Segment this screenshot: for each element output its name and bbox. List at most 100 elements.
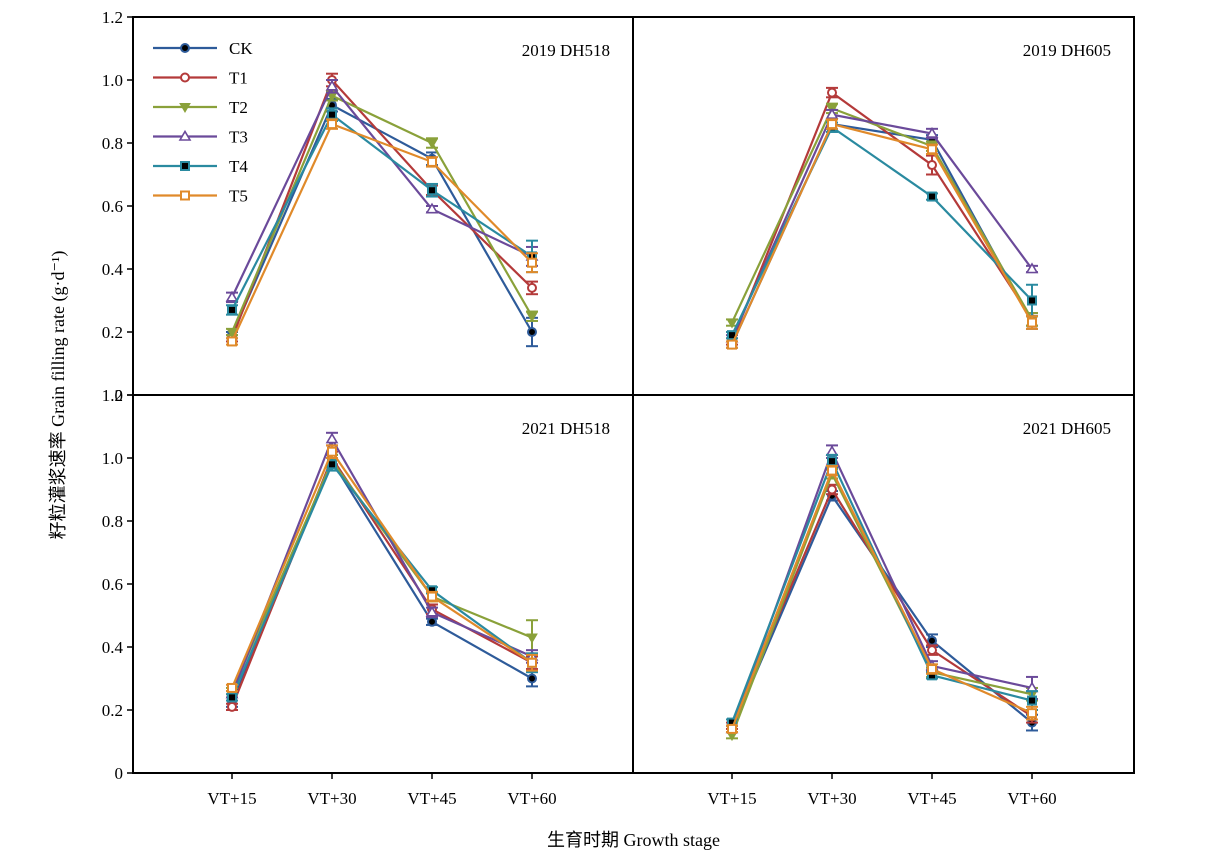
data-point-t3 bbox=[325, 432, 339, 444]
data-point-ck-core bbox=[930, 638, 934, 643]
y-tick-label: 0.2 bbox=[102, 323, 123, 342]
series-line-t1 bbox=[730, 90, 1033, 342]
data-point-t3 bbox=[925, 126, 939, 138]
y-tick-label: 0.4 bbox=[102, 260, 124, 279]
series-line-t2 bbox=[230, 458, 533, 692]
y-tick-label: 0.6 bbox=[102, 575, 123, 594]
legend-marker-t5 bbox=[180, 190, 190, 201]
data-point-t1 bbox=[927, 645, 937, 656]
y-tick-label: 0.6 bbox=[102, 197, 123, 216]
x-tick-label: VT+45 bbox=[407, 789, 456, 808]
data-point-t5 bbox=[527, 257, 537, 268]
series-line-t2 bbox=[730, 471, 1033, 736]
legend-marker-t4 bbox=[180, 161, 190, 171]
data-point-t4 bbox=[227, 692, 237, 703]
legend-marker-t3 bbox=[178, 129, 192, 141]
legend-marker-ck-core bbox=[183, 46, 187, 50]
series-line-t5 bbox=[231, 122, 533, 342]
data-point-t3 bbox=[225, 290, 239, 302]
data-point-t5 bbox=[527, 657, 537, 668]
data-point-t2 bbox=[426, 139, 438, 149]
legend-label-ck: CK bbox=[229, 39, 253, 58]
data-point-t5 bbox=[327, 446, 337, 457]
data-point-t4 bbox=[1027, 695, 1037, 706]
series-line-t5 bbox=[730, 122, 1033, 346]
data-point-t1 bbox=[827, 484, 837, 495]
y-axis-title: 籽粒灌浆速率 Grain filling rate (g·d⁻¹) bbox=[48, 251, 69, 540]
data-point-t5 bbox=[827, 465, 837, 476]
series-line-t3 bbox=[231, 84, 533, 298]
y-tick-label: 1.0 bbox=[102, 71, 123, 90]
data-point-t4 bbox=[427, 185, 437, 196]
data-point-t5 bbox=[227, 682, 237, 693]
y-tick-label: 0 bbox=[115, 764, 124, 783]
y-tick-label: 1.2 bbox=[102, 386, 123, 405]
series-line-t5 bbox=[230, 449, 533, 689]
legend-label-t2: T2 bbox=[229, 98, 248, 117]
legend-label-t5: T5 bbox=[229, 187, 248, 206]
series-line-t2 bbox=[731, 106, 1033, 324]
y-tick-label: 0.8 bbox=[102, 134, 123, 153]
data-point-t1 bbox=[527, 282, 537, 293]
data-point-t5 bbox=[727, 339, 737, 350]
data-point-t4 bbox=[227, 304, 237, 315]
data-point-t5 bbox=[1027, 708, 1037, 719]
data-point-t1 bbox=[227, 701, 237, 712]
data-point-t3 bbox=[825, 108, 839, 119]
legend-marker-t1 bbox=[180, 72, 190, 83]
data-point-t4 bbox=[1027, 295, 1037, 306]
data-point-t4 bbox=[827, 456, 837, 467]
panel-label: 2021 DH605 bbox=[1023, 419, 1111, 438]
series-line-t5 bbox=[730, 467, 1033, 730]
x-tick-label: VT+60 bbox=[507, 789, 556, 808]
series-line-t3 bbox=[230, 436, 533, 695]
series-line-t4 bbox=[231, 112, 533, 311]
legend-label-t3: T3 bbox=[229, 128, 248, 147]
data-point-t3 bbox=[1025, 262, 1039, 274]
panel-label: 2019 DH605 bbox=[1023, 41, 1111, 60]
data-point-ck-core bbox=[530, 676, 534, 681]
legend-marker-t2 bbox=[179, 103, 191, 113]
y-tick-label: 1.0 bbox=[102, 449, 123, 468]
data-point-ck-core bbox=[530, 330, 534, 334]
legend-label-t1: T1 bbox=[229, 69, 248, 88]
data-point-t5 bbox=[927, 664, 937, 675]
data-point-t5 bbox=[227, 336, 237, 347]
y-tick-label: 1.2 bbox=[102, 8, 123, 27]
series-line-t1 bbox=[230, 77, 533, 339]
data-point-t4 bbox=[327, 109, 337, 120]
series-line-ck bbox=[230, 103, 533, 336]
x-tick-label: VT+45 bbox=[907, 789, 956, 808]
series-line-t4 bbox=[731, 125, 1033, 336]
data-point-t5 bbox=[727, 723, 737, 734]
data-point-t5 bbox=[427, 591, 437, 602]
x-tick-label: VT+15 bbox=[207, 789, 256, 808]
data-point-t3 bbox=[425, 202, 439, 214]
data-point-t2 bbox=[526, 633, 538, 644]
y-tick-label: 0.4 bbox=[102, 638, 124, 657]
data-point-t2 bbox=[726, 318, 738, 329]
data-point-t3 bbox=[325, 79, 339, 91]
series-line-t4 bbox=[230, 462, 533, 698]
data-point-t3 bbox=[425, 605, 439, 617]
y-tick-label: 0.8 bbox=[102, 512, 123, 531]
data-point-t1 bbox=[827, 87, 837, 98]
data-point-t4 bbox=[327, 459, 337, 470]
y-tick-label: 0.2 bbox=[102, 701, 123, 720]
x-tick-label: VT+60 bbox=[1007, 789, 1056, 808]
data-point-t5 bbox=[427, 156, 437, 167]
x-tick-label: VT+15 bbox=[707, 789, 756, 808]
panel-label: 2019 DH518 bbox=[522, 41, 610, 60]
series-line-ck bbox=[730, 122, 1033, 346]
x-tick-label: VT+30 bbox=[807, 789, 856, 808]
series-line-t3 bbox=[730, 113, 1033, 339]
data-point-t4 bbox=[927, 191, 937, 202]
y-tick-label: 0 bbox=[115, 386, 124, 405]
data-point-t5 bbox=[827, 119, 837, 130]
data-point-t1 bbox=[927, 160, 937, 171]
x-axis-title: 生育时期 Growth stage bbox=[547, 830, 720, 850]
data-point-t5 bbox=[1027, 317, 1037, 328]
data-point-ck-core bbox=[430, 619, 434, 624]
data-point-ck-core bbox=[330, 103, 334, 108]
